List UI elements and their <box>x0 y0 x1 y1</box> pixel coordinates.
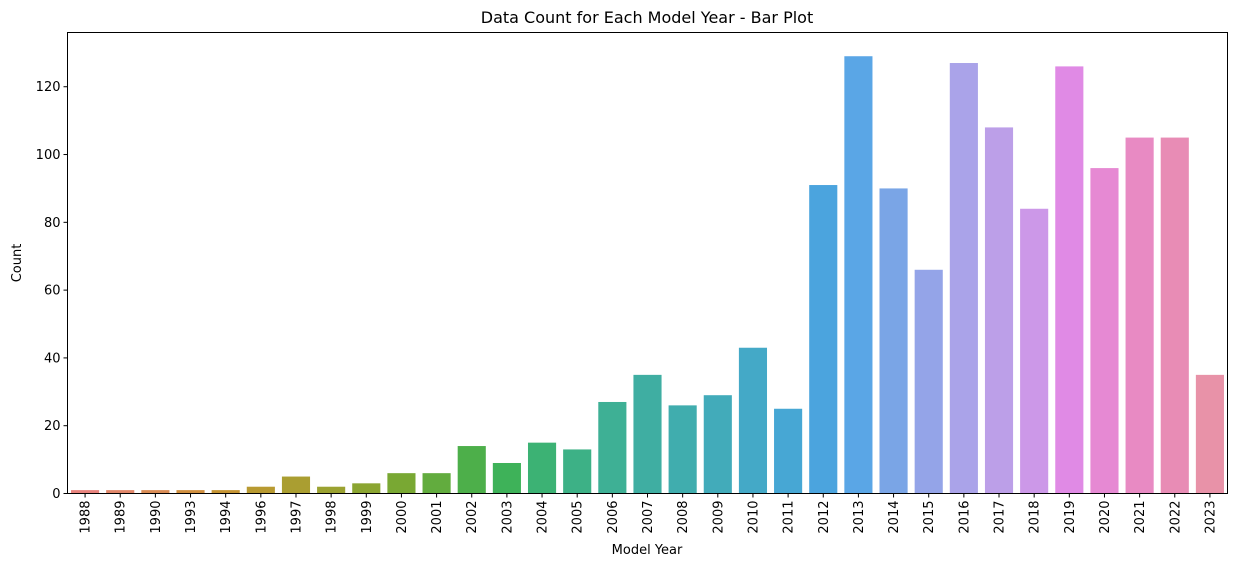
x-tick-label: 2002 <box>465 501 480 534</box>
bar-1994 <box>211 490 240 494</box>
x-tick-label: 2022 <box>1168 501 1183 534</box>
x-tick-label: 1993 <box>184 501 199 534</box>
x-tick-label: 2003 <box>500 501 515 534</box>
plot-frame <box>67 32 1228 494</box>
bar-2003 <box>492 462 521 494</box>
bar-1997 <box>281 476 311 494</box>
x-tick-label: 2019 <box>1063 501 1078 534</box>
bar-1998 <box>317 486 346 494</box>
x-tick-label: 2006 <box>606 501 621 534</box>
y-tick-label: 100 <box>36 148 61 163</box>
x-tick-label: 2017 <box>993 501 1008 534</box>
chart-title: Data Count for Each Model Year - Bar Plo… <box>481 8 813 27</box>
x-tick-label: 2008 <box>676 501 691 534</box>
bar-2016 <box>949 63 978 494</box>
x-tick-label: 2018 <box>1028 501 1043 534</box>
bar-2022 <box>1160 137 1189 494</box>
x-axis-label: Model Year <box>612 543 683 558</box>
bar-2020 <box>1090 168 1119 494</box>
x-tick-label: 2013 <box>852 501 867 534</box>
y-axis-label: Count <box>10 244 25 283</box>
bar-2009 <box>703 395 732 494</box>
y-tick-label: 0 <box>52 487 60 502</box>
x-tick-label: 2010 <box>746 501 761 534</box>
y-axis-ticks: 0 20 40 60 80 100 120 <box>36 80 68 502</box>
x-tick-label: 1999 <box>360 501 375 534</box>
bar-2023 <box>1195 374 1224 494</box>
bar-2021 <box>1125 137 1154 494</box>
x-tick-label: 2014 <box>887 501 902 534</box>
x-tick-label: 2005 <box>571 501 586 534</box>
bar-1996 <box>246 486 275 494</box>
bar-2018 <box>1020 208 1049 494</box>
bar-2017 <box>984 127 1014 494</box>
bar-1999 <box>352 483 381 494</box>
x-tick-label: 1998 <box>325 501 340 534</box>
bar-1989 <box>106 490 135 494</box>
y-tick-label: 40 <box>44 351 61 366</box>
bar-2006 <box>598 401 627 494</box>
x-tick-label: 1990 <box>149 501 164 534</box>
x-axis-ticks: 1988 1989 1990 1993 1994 1996 1997 1998 1999 2000… <box>79 493 1218 534</box>
bar-2012 <box>809 185 838 494</box>
bar-1988 <box>71 490 100 494</box>
x-tick-label: 2020 <box>1098 501 1113 534</box>
bar-2001 <box>422 473 451 494</box>
y-tick-label: 60 <box>44 284 61 299</box>
x-tick-label: 2015 <box>922 501 937 534</box>
x-tick-label: 1994 <box>219 501 234 534</box>
x-tick-label: 1988 <box>79 501 94 534</box>
bar-2004 <box>527 442 557 494</box>
bar-2019 <box>1055 66 1084 494</box>
x-tick-label: 1989 <box>114 501 129 534</box>
bar-2013 <box>844 56 873 494</box>
x-tick-label: 1997 <box>289 501 304 534</box>
y-tick-label: 20 <box>44 419 61 434</box>
x-tick-label: 2001 <box>430 501 445 534</box>
bar-2008 <box>668 405 697 494</box>
bar-1990 <box>141 490 170 494</box>
bars-group <box>71 56 1224 494</box>
x-tick-label: 2007 <box>641 501 656 534</box>
x-tick-label: 2012 <box>817 501 832 534</box>
x-tick-label: 2016 <box>957 501 972 534</box>
bar-2010 <box>738 347 768 494</box>
x-tick-label: 2023 <box>1203 501 1218 534</box>
bar-2011 <box>774 408 803 494</box>
x-tick-label: 2009 <box>711 501 726 534</box>
x-tick-label: 2000 <box>395 501 410 534</box>
x-tick-label: 2021 <box>1133 501 1148 534</box>
x-tick-label: 2004 <box>536 501 551 534</box>
bar-1993 <box>176 490 205 494</box>
bar-2014 <box>879 188 908 494</box>
bar-2005 <box>563 449 592 494</box>
x-tick-label: 1996 <box>254 501 269 534</box>
y-tick-label: 120 <box>36 80 61 95</box>
bar-2015 <box>914 269 943 494</box>
y-tick-label: 80 <box>44 216 61 231</box>
bar-2000 <box>387 473 416 494</box>
bar-2002 <box>457 446 486 494</box>
bar-2007 <box>633 374 662 494</box>
x-tick-label: 2011 <box>782 501 797 534</box>
